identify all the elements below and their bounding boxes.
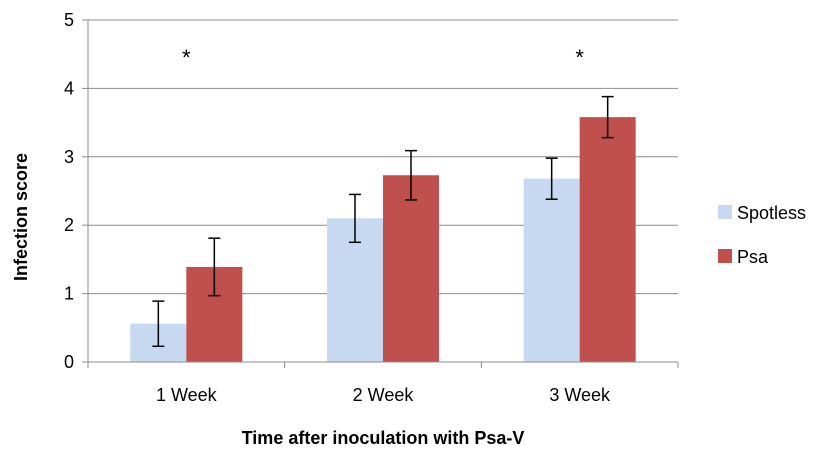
y-tick-label: 2: [64, 215, 74, 235]
annotations: * *: [182, 45, 584, 70]
error-bars: [152, 95, 614, 348]
legend: Spotless Psa: [718, 203, 806, 267]
legend-swatch: [718, 205, 732, 219]
bar-psa-2: [579, 117, 636, 363]
legend-label: Psa: [737, 247, 769, 267]
legend-swatch: [718, 249, 732, 263]
significance-marker: *: [182, 45, 191, 70]
x-tick-label: 2 Week: [353, 385, 415, 405]
x-axis-title: Time after inoculation with Psa-V: [242, 428, 525, 448]
error-bar-spotless-1: [349, 193, 361, 244]
bar-psa-1: [383, 175, 439, 362]
legend-label: Spotless: [737, 203, 806, 223]
error-bar-psa-0: [208, 237, 221, 297]
x-tick-labels: 1 Week 2 Week 3 Week: [156, 385, 611, 405]
bar-spotless-2: [523, 178, 580, 362]
y-axis-title: Infection score: [11, 153, 31, 281]
y-tick-label: 3: [64, 147, 74, 167]
x-tick-label: 3 Week: [549, 385, 611, 405]
y-tick-label: 1: [64, 284, 74, 304]
y-tick-label: 4: [64, 78, 74, 98]
error-bar-spotless-2: [545, 157, 558, 200]
y-tick-label: 5: [64, 10, 74, 30]
bars: [130, 117, 636, 363]
y-tick-labels: 0 1 2 3 4 5: [64, 10, 74, 372]
legend-item-psa: Psa: [718, 247, 769, 267]
axes: [82, 19, 679, 368]
x-tick-label: 1 Week: [156, 385, 218, 405]
error-bar-spotless-0: [152, 300, 165, 348]
significance-marker: *: [575, 45, 584, 70]
error-bar-psa-2: [601, 95, 614, 139]
error-bar-psa-1: [405, 149, 417, 201]
y-tick-label: 0: [64, 352, 74, 372]
legend-item-spotless: Spotless: [718, 203, 806, 223]
